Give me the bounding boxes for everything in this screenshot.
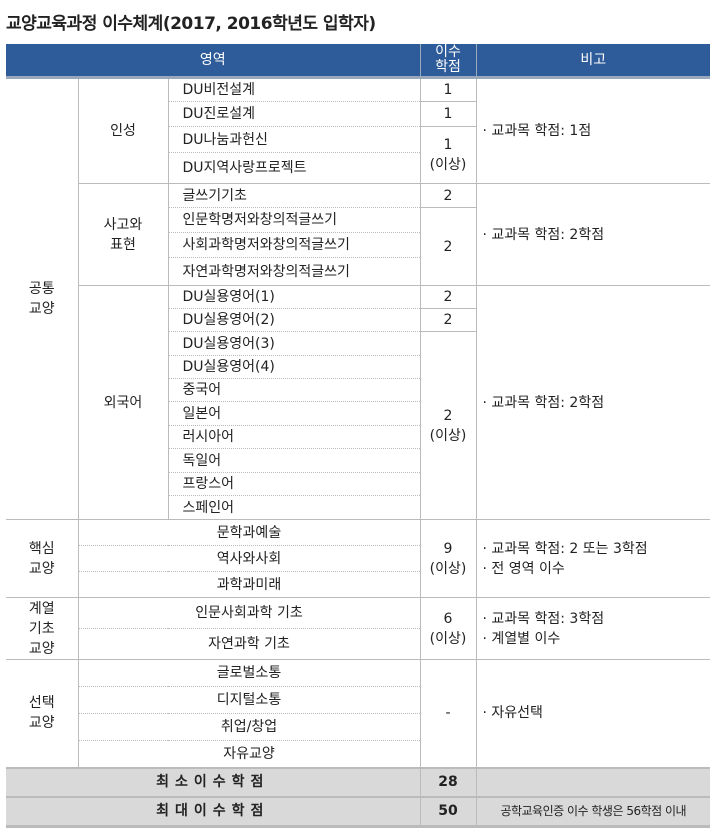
table-row: DU실용영어(3) 2 (이상) bbox=[6, 331, 710, 520]
course-name: 인문학명저와창의적글쓰기 bbox=[167, 207, 421, 233]
course-name: DU진로설계 bbox=[167, 101, 421, 127]
table-row: 독일어 bbox=[6, 448, 710, 473]
summary-note bbox=[475, 766, 711, 797]
area-label: 외국어 bbox=[77, 285, 168, 520]
summary-label: 최대이수학점 bbox=[6, 795, 421, 826]
table-row: 중국어 bbox=[6, 378, 710, 402]
summary-value: 28 bbox=[419, 766, 477, 797]
table-row: 취업/창업 bbox=[6, 713, 710, 741]
note: · 교과목 학점: 2학점 bbox=[475, 285, 711, 520]
course-name: 역사와사회 bbox=[77, 545, 421, 572]
course-name: 자연과학 기초 bbox=[77, 628, 421, 660]
credits-value: 9 (이상) bbox=[419, 519, 477, 598]
table-row: 사고와 표현 글쓰기기초 2 · 교과목 학점: 2학점 bbox=[6, 183, 711, 286]
curriculum-table: 영역 이수 학점 비고 공통 교양 인성 DU비전설계 1 · 교과목 학점: 1점 DU… bbox=[6, 44, 711, 828]
course-name: 자연과학명저와창의적글쓰기 bbox=[167, 257, 421, 286]
course-name: 인문사회과학 기초 bbox=[77, 597, 421, 629]
table-row: 일본어 bbox=[6, 401, 710, 426]
page-title: 교양교육과정 이수체계(2017, 2016학년도 입학자) bbox=[6, 14, 376, 34]
table-row: 디지털소통 bbox=[6, 686, 710, 714]
table-row: 과학과미래 bbox=[6, 571, 710, 598]
category-label: 계열 기초 교양 bbox=[6, 597, 78, 660]
course-name: DU실용영어(2) bbox=[167, 308, 421, 332]
course-name: DU실용영어(1) bbox=[167, 285, 421, 309]
credits-value: 2 bbox=[419, 285, 477, 309]
table-header: 영역 이수 학점 비고 bbox=[6, 44, 711, 79]
summary-row: 최소이수학점 28 bbox=[6, 766, 711, 797]
credits-value: 2 (이상) bbox=[419, 331, 477, 520]
table-row: 스페인어 bbox=[6, 495, 710, 520]
course-name: DU비전설계 bbox=[167, 77, 421, 102]
table-row: 러시아어 bbox=[6, 425, 710, 449]
table-row: 사회과학명저와창의적글쓰기 bbox=[6, 232, 710, 258]
table-row: 핵심 교양 문학과예술 9 (이상) · 교과목 학점: 2 또는 3학점 · 전 영… bbox=[6, 519, 711, 598]
course-name: DU지역사랑프로젝트 bbox=[167, 152, 421, 184]
table-row: 인문학명저와창의적글쓰기 2 bbox=[6, 207, 710, 286]
course-name: 문학과예술 bbox=[77, 519, 421, 546]
note: · 자유선택 bbox=[475, 659, 711, 768]
credits-value: 2 bbox=[419, 183, 477, 208]
table-row: DU진로설계 1 bbox=[6, 101, 710, 127]
summary-label: 최소이수학점 bbox=[6, 766, 421, 797]
course-name: 자유교양 bbox=[77, 740, 421, 768]
area-label: 인성 bbox=[77, 77, 168, 184]
table-row: 역사와사회 bbox=[6, 545, 710, 572]
table-row: 프랑스어 bbox=[6, 472, 710, 496]
table-row: 계열 기초 교양 인문사회과학 기초 6 (이상) · 교과목 학점: 3학점 · 계… bbox=[6, 597, 711, 660]
category-common: 공통 교양 bbox=[6, 77, 78, 520]
table-row: DU지역사랑프로젝트 bbox=[6, 152, 710, 184]
course-name: 독일어 bbox=[167, 448, 421, 473]
header-area: 영역 bbox=[6, 44, 421, 79]
course-name: 디지털소통 bbox=[77, 686, 421, 714]
table-row: DU실용영어(4) bbox=[6, 355, 710, 379]
summary-value: 50 bbox=[419, 795, 477, 826]
table-row: DU실용영어(2) 2 bbox=[6, 308, 710, 332]
credits-value: 1 bbox=[419, 101, 477, 127]
credits-value: - bbox=[419, 659, 477, 768]
note: · 교과목 학점: 1점 bbox=[475, 77, 711, 184]
table-row: 공통 교양 인성 DU비전설계 1 · 교과목 학점: 1점 bbox=[6, 77, 711, 520]
category-label: 선택 교양 bbox=[6, 659, 78, 768]
note: · 교과목 학점: 2학점 bbox=[475, 183, 711, 286]
area-label: 사고와 표현 bbox=[77, 183, 168, 286]
course-name: 취업/창업 bbox=[77, 713, 421, 741]
table-row: 선택 교양 글로벌소통 - · 자유선택 bbox=[6, 659, 711, 768]
credits-value: 6 (이상) bbox=[419, 597, 477, 660]
credits-value: 1 (이상) bbox=[419, 126, 477, 184]
course-name: DU실용영어(3) bbox=[167, 331, 421, 356]
course-name: 글쓰기기초 bbox=[167, 183, 421, 208]
note: · 교과목 학점: 2 또는 3학점 · 전 영역 이수 bbox=[475, 519, 711, 598]
course-name: 사회과학명저와창의적글쓰기 bbox=[167, 232, 421, 258]
credits-value: 2 bbox=[419, 207, 477, 286]
header-notes: 비고 bbox=[475, 44, 711, 79]
header-credits: 이수 학점 bbox=[419, 44, 477, 79]
credits-value: 2 bbox=[419, 308, 477, 332]
category-label: 핵심 교양 bbox=[6, 519, 78, 598]
course-name: 일본어 bbox=[167, 401, 421, 426]
summary-note: 공학교육인증 이수 학생은 56학점 이내 bbox=[475, 795, 711, 826]
course-name: 러시아어 bbox=[167, 425, 421, 449]
table-row: 자연과학명저와창의적글쓰기 bbox=[6, 257, 710, 286]
course-name: 스페인어 bbox=[167, 495, 421, 520]
course-name: 중국어 bbox=[167, 378, 421, 402]
course-name: 과학과미래 bbox=[77, 571, 421, 598]
course-name: 글로벌소통 bbox=[77, 659, 421, 687]
table-row: 자유교양 bbox=[6, 740, 710, 768]
course-name: DU나눔과헌신 bbox=[167, 126, 421, 153]
table-row: 자연과학 기초 bbox=[6, 628, 710, 660]
course-name: 프랑스어 bbox=[167, 472, 421, 496]
summary-row: 최대이수학점 50 공학교육인증 이수 학생은 56학점 이내 bbox=[6, 795, 711, 826]
course-name: DU실용영어(4) bbox=[167, 355, 421, 379]
credits-value: 1 bbox=[419, 77, 477, 102]
note: · 교과목 학점: 3학점 · 계열별 이수 bbox=[475, 597, 711, 660]
table-row: DU나눔과헌신 1 (이상) bbox=[6, 126, 710, 184]
table-row: 외국어 DU실용영어(1) 2 · 교과목 학점: 2학점 bbox=[6, 285, 711, 520]
